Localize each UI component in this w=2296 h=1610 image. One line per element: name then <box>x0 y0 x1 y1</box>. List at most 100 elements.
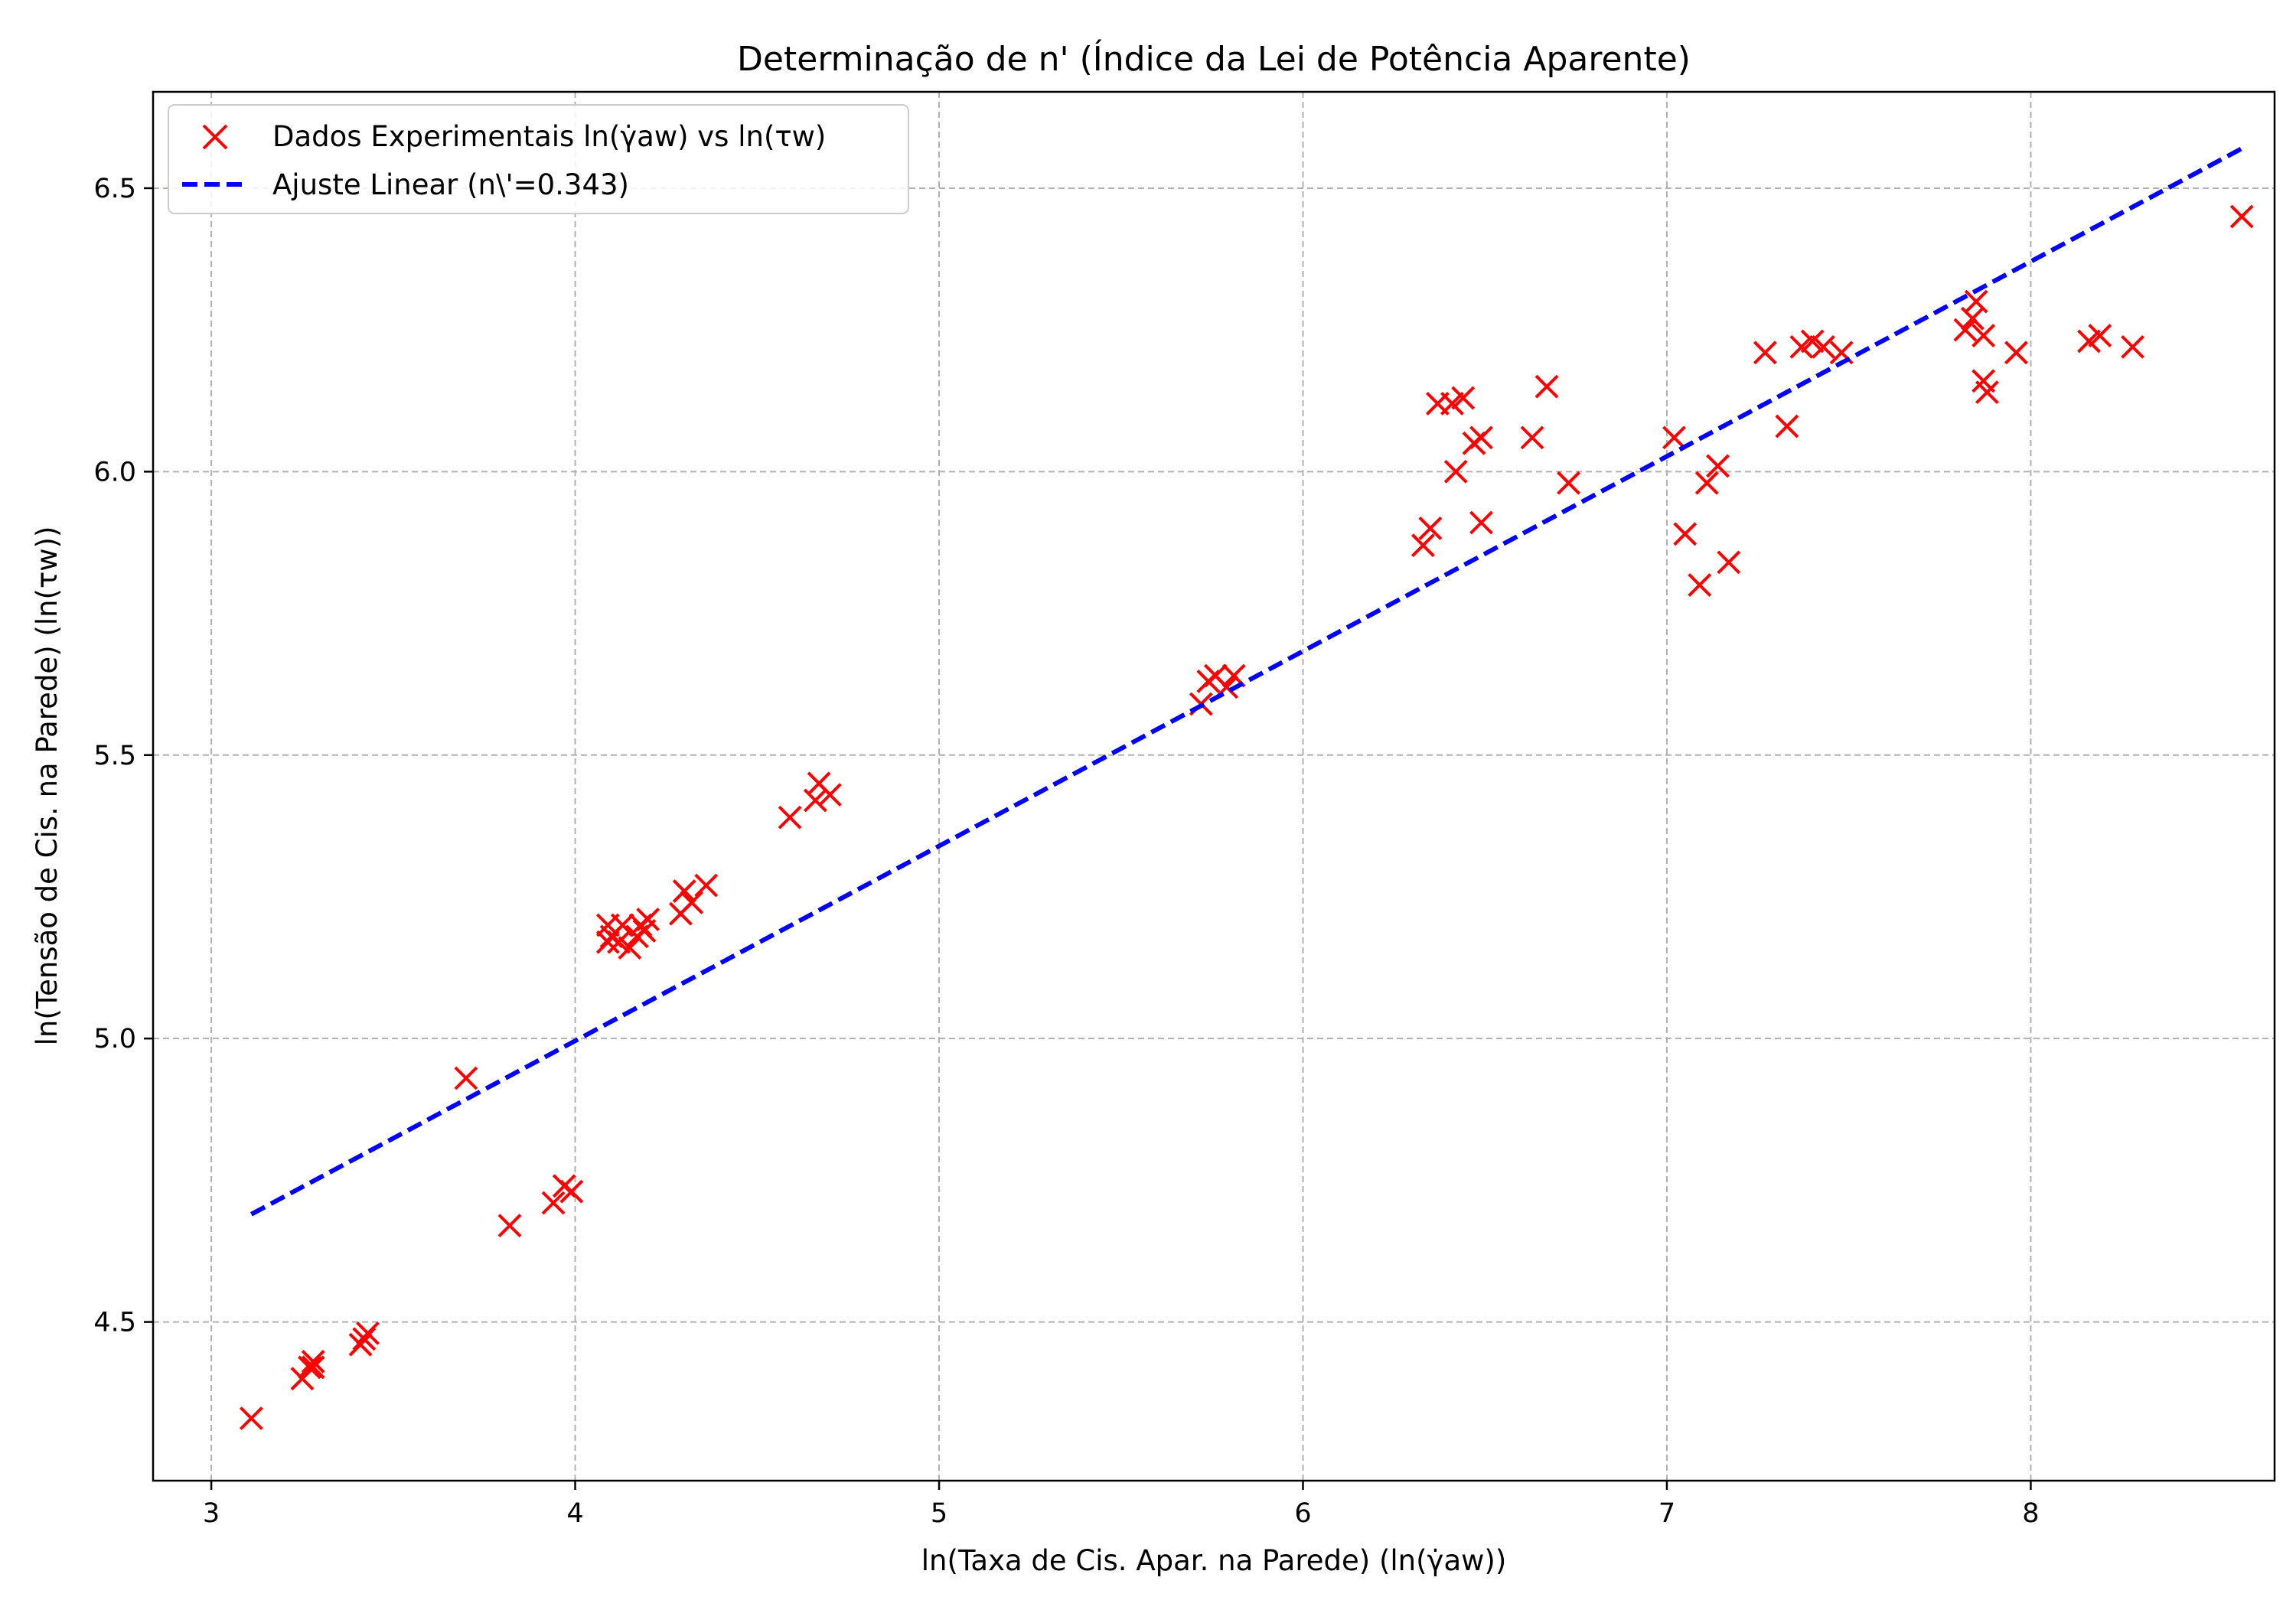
data-point-marker <box>1688 573 1712 597</box>
data-point-marker <box>1694 471 1719 495</box>
data-point-marker <box>2088 324 2112 347</box>
data-point-stroke <box>454 1066 478 1090</box>
data-point-marker <box>1469 425 1493 450</box>
data-point-stroke <box>1440 392 1464 416</box>
data-point-stroke <box>1520 425 1544 450</box>
data-point-marker <box>1673 522 1698 546</box>
data-point-marker <box>672 879 696 903</box>
data-point-stroke <box>1971 324 1996 347</box>
data-point-marker <box>1717 550 1741 575</box>
data-point-marker <box>301 1355 325 1380</box>
data-point-marker <box>778 805 802 829</box>
data-point-stroke <box>1706 454 1730 478</box>
data-point-marker <box>618 936 642 960</box>
data-point-stroke <box>694 873 719 898</box>
data-point-marker <box>1753 341 1777 365</box>
x-tick-label: 5 <box>931 1498 947 1529</box>
data-point-marker <box>2004 341 2028 365</box>
data-point-marker <box>1440 392 1464 416</box>
data-point-stroke <box>1812 334 1835 359</box>
data-point-stroke <box>2121 334 2144 359</box>
legend-label-line: Ajuste Linear (n\'=0.343) <box>272 168 629 201</box>
data-point-stroke <box>497 1214 522 1238</box>
data-point-marker <box>610 913 634 937</box>
y-tick-label: 4.5 <box>93 1308 136 1338</box>
y-tick-label: 5.5 <box>93 741 136 771</box>
data-point-stroke <box>803 788 827 813</box>
data-point-stroke <box>1443 459 1468 484</box>
data-point-marker <box>1443 459 1468 484</box>
data-point-stroke <box>239 1406 263 1430</box>
data-point-stroke <box>301 1350 325 1374</box>
data-point-stroke <box>1829 341 1854 365</box>
data-point-marker <box>1534 374 1559 399</box>
legend-marker-scatter <box>202 124 228 150</box>
data-point-stroke <box>1960 306 1985 331</box>
x-axis-label: ln(Taxa de Cis. Apar. na Parede) (ln(γ̇a… <box>921 1544 1507 1577</box>
data-point-marker <box>636 908 660 932</box>
data-point-marker <box>2121 334 2144 359</box>
data-point-marker <box>356 1321 380 1345</box>
data-point-stroke <box>1753 341 1777 365</box>
data-point-marker <box>1469 510 1493 535</box>
data-point-stroke <box>1662 425 1686 450</box>
data-point-marker <box>1451 386 1476 410</box>
data-point-marker <box>1706 454 1730 478</box>
data-point-marker <box>1800 329 1825 354</box>
data-point-marker <box>1662 425 1686 450</box>
x-tick-label: 7 <box>1658 1498 1675 1529</box>
data-point-marker <box>301 1350 325 1374</box>
data-point-stroke <box>618 936 642 960</box>
data-point-marker <box>454 1066 478 1090</box>
data-point-marker <box>1520 425 1544 450</box>
grid-lines <box>153 92 2275 1481</box>
x-tick-label: 3 <box>203 1498 220 1529</box>
data-point-stroke <box>1964 289 1988 314</box>
data-point-marker <box>497 1214 522 1238</box>
data-point-marker <box>1953 318 1978 342</box>
data-point-marker <box>1812 334 1835 359</box>
plot-data <box>239 146 2254 1430</box>
data-point-marker <box>1975 380 1999 405</box>
data-point-stroke <box>1411 533 1435 558</box>
y-axis-label: ln(Tensão de Cis. na Parede) (ln(τw)) <box>31 526 64 1046</box>
data-point-stroke <box>1953 318 1978 342</box>
y-tick-label: 6.0 <box>93 457 136 487</box>
data-point-stroke <box>1469 510 1493 535</box>
data-point-stroke <box>541 1191 566 1215</box>
data-point-marker <box>694 873 719 898</box>
data-point-marker <box>239 1406 263 1430</box>
data-point-marker <box>559 1179 584 1204</box>
data-point-stroke <box>610 913 634 937</box>
data-point-stroke <box>1688 573 1712 597</box>
data-point-stroke <box>1557 471 1580 495</box>
plot-frame <box>152 90 2276 1482</box>
data-point-stroke <box>1789 334 1814 359</box>
legend-label-scatter: Dados Experimentais ln(γ̇aw) vs ln(τw) <box>272 120 826 153</box>
data-point-marker <box>1557 471 1580 495</box>
data-point-stroke <box>1694 471 1719 495</box>
data-point-stroke <box>807 771 831 796</box>
x-tick-label: 6 <box>1294 1498 1311 1529</box>
data-point-stroke <box>559 1179 584 1204</box>
data-point-stroke <box>607 930 631 954</box>
data-point-stroke <box>1775 414 1799 438</box>
y-tick-label: 6.5 <box>93 174 136 204</box>
axes: 3 4 5 6 7 8 4.5 5.0 5.5 6.0 6.5 <box>93 174 2039 1529</box>
data-point-stroke <box>301 1355 325 1380</box>
data-point-marker <box>817 783 842 807</box>
data-point-stroke <box>2229 204 2254 229</box>
data-point-stroke <box>1717 550 1741 575</box>
data-point-stroke <box>1800 329 1825 354</box>
data-point-stroke <box>2088 324 2112 347</box>
data-point-stroke <box>1673 522 1698 546</box>
data-point-marker <box>541 1191 566 1215</box>
data-point-marker <box>2077 329 2101 354</box>
data-point-stroke <box>1534 374 1559 399</box>
y-tick-label: 5.0 <box>93 1024 136 1054</box>
x-tick-label: 4 <box>566 1498 583 1529</box>
data-point-marker <box>680 890 704 914</box>
